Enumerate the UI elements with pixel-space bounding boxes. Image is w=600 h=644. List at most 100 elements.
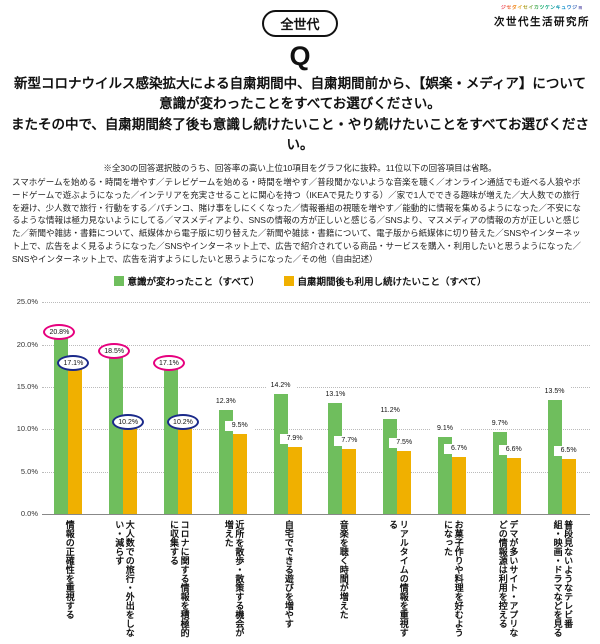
bar-continue-after [561,459,576,515]
bar-group: 18.5% 10.2% [97,302,152,515]
category-label: 自宅でできる遊びを増やす [261,520,316,644]
bar-group: 11.2% 7.5% [371,302,426,515]
bar-continue-after [287,447,302,515]
bar-awareness-changed [273,393,288,515]
value-label-changed: 13.1% [320,390,351,401]
bar-awareness-changed [218,409,233,515]
footnote-omitted-items: スマホゲームを始める・時間を増やす／テレビゲームを始める・時間を増やす／普段聞か… [12,177,582,264]
category-label-text: 普段見ないようなテレビ番組・映画・ドラマなどを見る [552,520,574,638]
value-label-changed: 9.1% [429,424,460,435]
legend-item-continue: 自粛期間後も利用し続けたいこと（すべて） [283,274,486,288]
bar-group: 13.5% 6.5% [535,302,590,515]
category-label: 近所を散歩・散策する機会が増えた [206,520,261,644]
category-label-text: コロナに関する情報を積極的に収集する [168,520,190,638]
category-label-text: 近所を散歩・散策する機会が増えた [223,520,245,638]
value-label-continue-circled: 10.2% [112,413,145,430]
y-tick-label: 25.0% [16,297,38,307]
y-tick-label: 15.0% [16,382,38,392]
category-label-text: 情報の正確性を重視する [64,520,75,620]
category-label-text: リアルタイムの情報を重視する [388,520,409,638]
bar-awareness-changed [163,369,178,515]
value-label-changed: 9.7% [484,419,515,429]
bar-chart: 20.8% 17.1% 18.5% 10.2% 17.1% 10.2% 12.3% 9.5% 1… [4,292,596,644]
question-title: 新型コロナウイルス感染拡大による自粛期間中、自粛期間前から、【娯楽・メディア】に… [0,74,600,155]
bar-continue-after [506,458,521,515]
bar-group: 13.1% 7.7% [316,302,371,515]
bar-group: 12.3% 9.5% [206,302,261,515]
bar-group: 17.1% 10.2% [152,302,207,515]
generation-badge: 全世代 [262,10,338,37]
gridline [42,514,590,516]
category-label: お菓子作りや料理を好むようになった [426,520,481,644]
brand-reading-text: ジセダイセイカツケンキュウジョ [494,5,590,11]
bar-group: 9.7% 6.6% [480,302,535,515]
gridline [42,471,590,473]
value-label-continue: 6.5% [553,446,584,457]
value-label-continue-circled: 10.2% [166,413,199,430]
value-label-changed-circled: 20.8% [43,323,76,340]
category-label: 普段見ないようなテレビ番組・映画・ドラマなどを見る [535,520,590,644]
bar-awareness-changed [54,337,69,515]
category-label-text: デマが多いサイト・アプリなどの情報源は利用を控える [497,520,519,638]
plot-area: 20.8% 17.1% 18.5% 10.2% 17.1% 10.2% 12.3% 9.5% 1… [42,302,590,516]
category-label: デマが多いサイト・アプリなどの情報源は利用を控える [480,520,535,644]
bar-group: 9.1% 6.7% [426,302,481,515]
question-mark-label: Q [289,41,311,71]
value-label-changed: 14.2% [265,380,296,391]
legend-swatch-yellow [283,276,294,287]
footnote: ※全30の回答選択肢のうち、回答率の高い上位10項目をグラフ化に抜粋。11位以下… [12,162,588,265]
category-label: 大人数での旅行・外出をしない・減らす [97,520,152,644]
value-label-continue: 6.7% [443,444,474,455]
bar-continue-after [342,448,357,515]
value-label-continue: 7.7% [334,435,365,446]
gridline [42,387,590,389]
brand-name-text: 次世代生活研究所 [494,16,590,28]
y-tick-label: 0.0% [20,509,38,519]
value-label-changed-circled: 17.1% [152,355,185,372]
brand-logo: ジセダイセイカツケンキュウジョ 次世代生活研究所 [494,5,590,30]
bar-continue-after [232,433,247,515]
question-title-line1: 新型コロナウイルス感染拡大による自粛期間中、自粛期間前から、【娯楽・メディア】に… [14,76,586,91]
y-tick-label: 5.0% [20,466,38,476]
bar-awareness-changed [109,357,124,515]
bar-group: 14.2% 7.9% [261,302,316,515]
bar-continue-after [451,457,466,515]
bar-continue-after [68,369,83,515]
category-label-text: 自宅でできる遊びを増やす [283,520,294,629]
gridline [42,429,590,431]
value-label-changed: 11.2% [375,406,406,417]
category-label: 情報の正確性を重視する [42,520,97,644]
value-label-changed-circled: 18.5% [98,343,131,360]
question-title-line3: またその中で、自粛期間終了後も意識し続けたいこと・やり続けたいことをすべてお選び… [10,116,590,152]
bar-awareness-changed [437,437,452,515]
value-label-changed: 13.5% [539,386,570,397]
legend-label-changed: 意識が変わったこと（すべて） [127,277,260,289]
value-label-continue: 7.9% [279,434,310,445]
category-label-text: 音楽を聴く時間が増えた [338,520,349,620]
bar-continue-after [123,427,138,515]
value-label-continue: 6.6% [498,445,529,456]
category-label: コロナに関する情報を積極的に収集する [152,520,207,644]
bar-continue-after [177,427,192,515]
header: 全世代 Q 新型コロナウイルス感染拡大による自粛期間中、自粛期間前から、【娯楽・… [0,0,600,288]
category-label: 音楽を聴く時間が増えた [316,520,371,644]
question-title-line2: 意識が変わったことをすべてお選びください。 [159,96,441,112]
bar-awareness-changed [383,419,398,515]
bar-group: 20.8% 17.1% [42,302,97,515]
bar-continue-after [397,450,412,515]
value-label-changed: 12.3% [210,396,241,407]
category-label-text: 大人数での旅行・外出をしない・減らす [114,520,135,638]
bar-awareness-changed [547,399,562,515]
value-label-continue-circled: 17.1% [57,355,90,372]
value-label-continue: 9.5% [224,420,255,431]
value-label-continue: 7.5% [389,437,420,448]
legend: 意識が変わったこと（すべて） 自粛期間後も利用し続けたいこと（すべて） [0,274,600,288]
x-axis-labels: 情報の正確性を重視する 大人数での旅行・外出をしない・減らす コロナに関する情報を積… [42,520,590,644]
legend-item-changed: 意識が変わったこと（すべて） [113,274,260,289]
gridline [42,344,590,346]
y-tick-label: 10.0% [16,424,38,434]
gridline [42,302,590,304]
footnote-summary: ※全30の回答選択肢のうち、回答率の高い上位10項目をグラフ化に抜粋。11位以下… [103,163,497,173]
y-tick-label: 20.0% [16,339,38,349]
